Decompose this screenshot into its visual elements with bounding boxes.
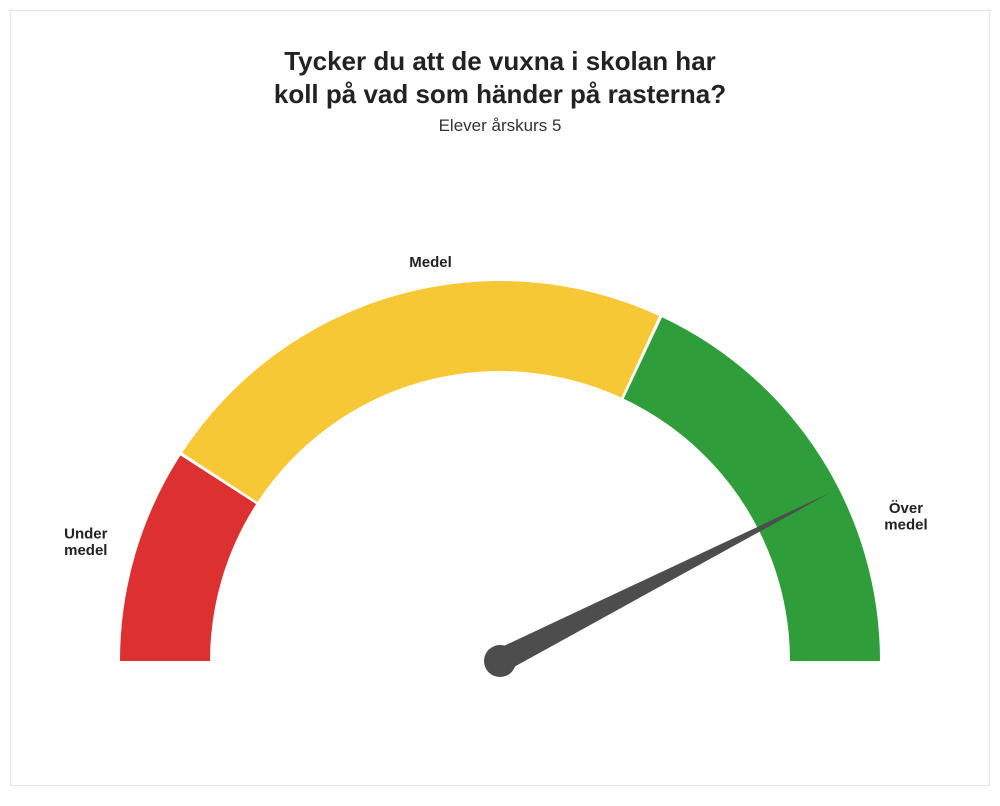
gauge-segment-label-0: Undermedel	[64, 525, 108, 559]
gauge-segment-2	[624, 317, 880, 661]
title-line-1: Tycker du att de vuxna i skolan har	[11, 45, 989, 78]
chart-card: Tycker du att de vuxna i skolan har koll…	[10, 10, 990, 786]
gauge-hub	[484, 645, 516, 677]
gauge-svg: Undermedel Medel Övermedel	[50, 181, 950, 741]
gauge-segment-1	[182, 281, 659, 502]
gauge-segment-label-2: Övermedel	[884, 500, 927, 534]
title-line-2: koll på vad som händer på rasterna?	[11, 78, 989, 111]
chart-title: Tycker du att de vuxna i skolan har koll…	[11, 45, 989, 110]
gauge-chart: Undermedel Medel Övermedel	[50, 181, 950, 741]
gauge-segment-label-1: Medel	[409, 254, 452, 271]
chart-subtitle: Elever årskurs 5	[11, 116, 989, 136]
